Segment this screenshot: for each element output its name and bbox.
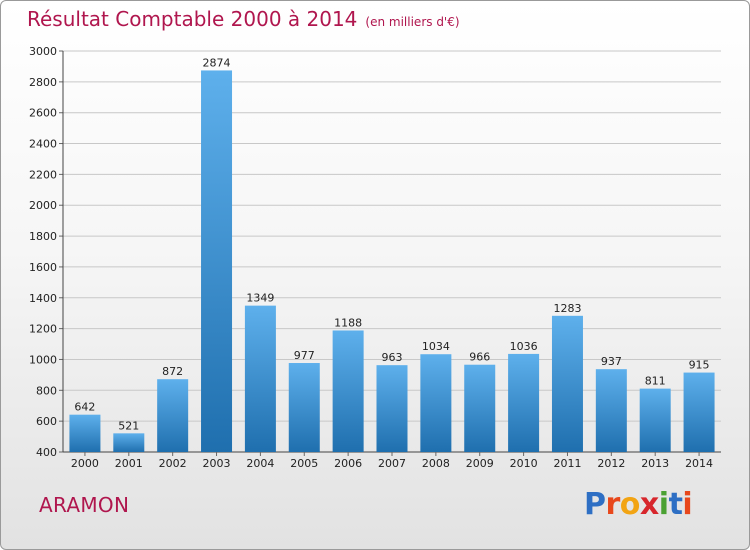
logo-letter-1: r — [605, 487, 621, 522]
chart-title-text: Résultat Comptable 2000 à 2014 — [27, 7, 358, 31]
x-tick-label: 2014 — [685, 457, 713, 470]
y-tick-label: 1800 — [29, 230, 57, 243]
data-label-2007: 963 — [382, 351, 403, 364]
logo-letter-0: P — [584, 487, 606, 522]
data-label-2012: 937 — [601, 355, 622, 368]
x-tick-label: 2004 — [246, 457, 274, 470]
proxiti-logo: Proxiti — [584, 487, 693, 522]
data-label-2004: 1349 — [246, 292, 274, 305]
data-label-2009: 966 — [469, 351, 490, 364]
bar-2006 — [332, 330, 364, 452]
x-tick-label: 2001 — [115, 457, 143, 470]
bar-2002 — [157, 379, 189, 452]
x-tick-label: 2006 — [334, 457, 362, 470]
bar-2009 — [464, 364, 496, 452]
x-tick-label: 2009 — [466, 457, 494, 470]
chart-subtitle: (en milliers d'€) — [365, 15, 460, 29]
bar-2011 — [551, 315, 583, 452]
y-tick-label: 3000 — [29, 45, 57, 58]
x-tick-label: 2002 — [159, 457, 187, 470]
data-label-2006: 1188 — [334, 316, 362, 329]
bar-2014 — [683, 372, 715, 452]
data-label-2010: 1036 — [510, 340, 538, 353]
data-label-2008: 1034 — [422, 340, 450, 353]
data-label-2001: 521 — [118, 419, 139, 432]
data-label-2014: 915 — [689, 359, 710, 372]
logo-letter-4: i — [658, 487, 669, 522]
x-tick-label: 2011 — [553, 457, 581, 470]
x-tick-label: 2008 — [422, 457, 450, 470]
y-tick-label: 2400 — [29, 138, 57, 151]
bar-2004 — [244, 305, 276, 452]
y-tick-label: 2000 — [29, 199, 57, 212]
y-tick-label: 1200 — [29, 323, 57, 336]
x-tick-label: 2010 — [510, 457, 538, 470]
data-label-2002: 872 — [162, 365, 183, 378]
logo-letter-3: x — [639, 487, 659, 522]
y-tick-label: 1400 — [29, 292, 57, 305]
logo-letter-6: i — [682, 487, 693, 522]
bar-2001 — [113, 433, 145, 452]
x-tick-label: 2005 — [290, 457, 318, 470]
data-label-2013: 811 — [645, 375, 666, 388]
y-tick-label: 400 — [36, 446, 57, 459]
data-label-2003: 2874 — [203, 56, 231, 69]
commune-name: ARAMON — [39, 493, 130, 517]
y-tick-label: 2600 — [29, 107, 57, 120]
data-label-2005: 977 — [294, 349, 315, 362]
bar-2003 — [201, 70, 233, 452]
data-label-2011: 1283 — [553, 302, 581, 315]
x-tick-label: 2013 — [641, 457, 669, 470]
bar-2005 — [288, 363, 320, 452]
x-tick-label: 2000 — [71, 457, 99, 470]
logo-letter-2: o — [619, 487, 641, 522]
y-tick-label: 1600 — [29, 261, 57, 274]
y-tick-label: 1000 — [29, 353, 57, 366]
bar-2010 — [508, 353, 540, 452]
y-tick-label: 800 — [36, 384, 57, 397]
data-label-2000: 642 — [74, 401, 95, 414]
y-tick-label: 2200 — [29, 168, 57, 181]
y-tick-label: 600 — [36, 415, 57, 428]
chart-title: Résultat Comptable 2000 à 2014 (en millie… — [27, 7, 460, 31]
bar-2008 — [420, 354, 452, 452]
bar-2013 — [639, 388, 671, 452]
logo-letter-5: t — [668, 487, 683, 522]
x-tick-label: 2012 — [597, 457, 625, 470]
x-tick-label: 2003 — [203, 457, 231, 470]
x-tick-label: 2007 — [378, 457, 406, 470]
y-tick-label: 2800 — [29, 76, 57, 89]
bar-2000 — [69, 414, 101, 452]
bar-2012 — [595, 369, 627, 452]
bar-2007 — [376, 365, 408, 452]
